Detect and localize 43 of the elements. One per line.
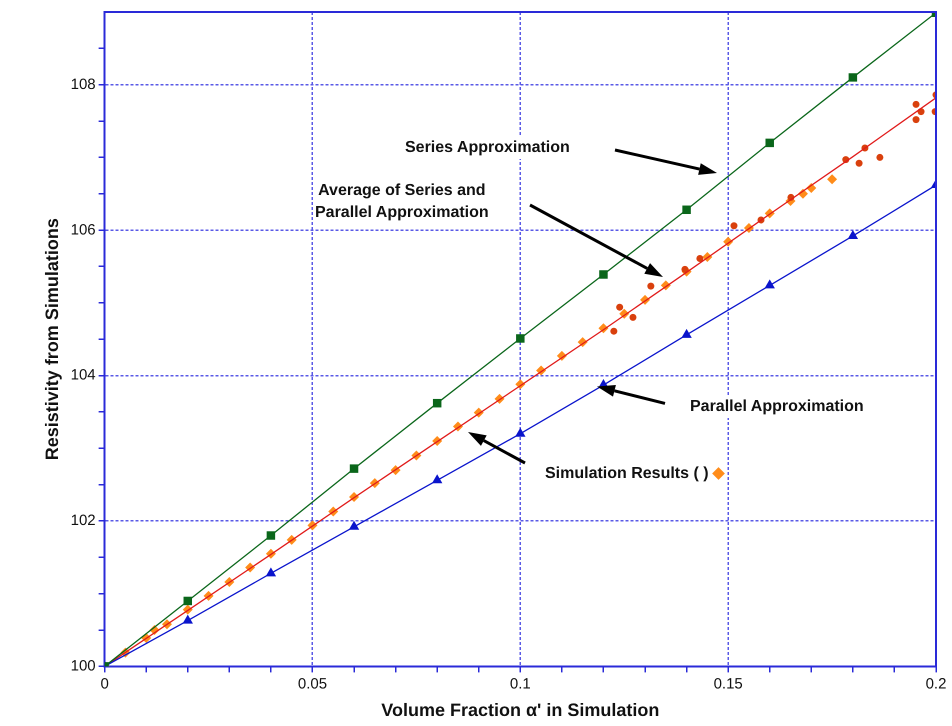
point xyxy=(681,266,688,273)
point xyxy=(616,304,624,311)
point xyxy=(348,520,360,530)
point xyxy=(696,254,704,262)
y-tick-label: 104 xyxy=(70,366,96,384)
point xyxy=(610,328,618,335)
point xyxy=(681,328,692,338)
y-tick-label: 106 xyxy=(70,221,96,238)
x-tick-label: 0.2 xyxy=(926,676,946,693)
point xyxy=(912,100,920,108)
y-tick-label: 100 xyxy=(70,658,96,675)
point xyxy=(515,428,526,437)
point xyxy=(856,160,863,167)
point xyxy=(682,206,691,214)
x-tick-label: 0.05 xyxy=(298,676,328,693)
point xyxy=(266,531,276,540)
annotation: Average of Series and Parallel Approximation xyxy=(313,180,491,224)
point xyxy=(848,73,858,82)
point xyxy=(647,282,654,290)
y-axis-title: Resistivity from Simulations xyxy=(42,218,62,460)
point xyxy=(432,398,442,408)
point xyxy=(599,270,608,279)
point xyxy=(184,596,192,606)
point xyxy=(912,116,920,124)
annotation: Series Approximation xyxy=(403,137,572,159)
point xyxy=(266,567,276,576)
annotation: Simulation Results ( ) xyxy=(543,463,727,485)
x-tick-label: 0.15 xyxy=(714,676,743,693)
point xyxy=(432,474,442,484)
point xyxy=(876,154,884,161)
point xyxy=(516,334,525,343)
x-tick-label: 0 xyxy=(100,676,109,693)
annotation: Parallel Approximation xyxy=(688,396,866,418)
point xyxy=(827,174,838,184)
y-tick-label: 102 xyxy=(70,512,96,530)
point xyxy=(730,222,738,230)
point xyxy=(629,314,636,321)
point xyxy=(350,464,358,473)
x-axis-title: Volume Fraction α' in Simulation xyxy=(381,700,660,720)
point xyxy=(765,138,774,148)
x-tick-label: 0.1 xyxy=(510,676,531,693)
point xyxy=(182,614,193,624)
y-tick-label: 108 xyxy=(70,76,96,93)
